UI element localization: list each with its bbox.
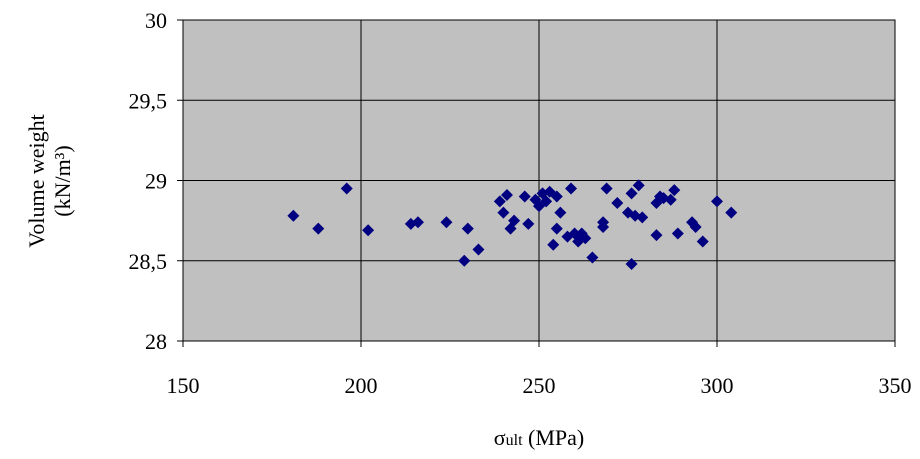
x-axis-unit: (MPa)	[523, 425, 585, 450]
data-point	[636, 211, 649, 224]
x-tick-label: 350	[879, 373, 912, 398]
data-points	[287, 179, 738, 270]
x-tick-label: 150	[167, 373, 200, 398]
data-point	[554, 206, 567, 219]
y-axis-title-line2: (kN/m³)	[50, 145, 75, 216]
data-point	[547, 238, 560, 251]
data-point	[550, 190, 563, 203]
data-point	[493, 195, 506, 208]
data-point	[340, 182, 353, 195]
data-point	[725, 206, 738, 219]
data-point	[711, 195, 723, 208]
data-point	[458, 254, 471, 267]
data-point	[611, 196, 624, 209]
data-point	[312, 222, 325, 235]
x-axis-title: σult (MPa)	[494, 425, 584, 450]
y-axis-title-line1: Volume weight	[24, 114, 49, 247]
x-tick-label: 250	[523, 373, 556, 398]
y-tick-label: 28,5	[129, 249, 168, 274]
y-tick-label: 29	[145, 169, 167, 194]
x-tick-label: 300	[701, 373, 734, 398]
data-point	[650, 229, 663, 242]
data-point	[696, 235, 709, 248]
data-point	[287, 209, 300, 222]
x-axis-subscript: ult	[506, 432, 523, 449]
data-point	[625, 187, 638, 200]
data-point	[522, 217, 535, 230]
data-point	[565, 182, 578, 195]
x-tick-labels: 150 200 250 300 350	[167, 373, 912, 398]
data-point	[600, 182, 613, 195]
data-point	[472, 243, 485, 256]
data-point	[664, 193, 677, 206]
x-tick-label: 200	[345, 373, 378, 398]
data-point	[497, 206, 510, 219]
data-point	[461, 222, 474, 235]
y-tick-labels: 28 28,5 29 29,5 30	[129, 8, 168, 354]
y-tick-label: 28	[145, 329, 167, 354]
data-point	[586, 251, 599, 264]
data-point	[508, 214, 521, 227]
y-tick-label: 29,5	[129, 88, 168, 113]
data-point	[579, 232, 592, 245]
data-point	[504, 222, 517, 235]
grid-lines	[177, 19, 896, 347]
data-point	[500, 188, 513, 201]
data-point	[362, 224, 375, 237]
data-point	[540, 195, 553, 208]
data-point	[625, 257, 638, 270]
data-point	[597, 216, 610, 229]
data-point	[440, 216, 453, 229]
x-axis-symbol: σ	[494, 425, 506, 450]
data-point	[668, 184, 681, 197]
data-point	[689, 221, 702, 234]
data-point	[632, 179, 645, 192]
data-point	[671, 227, 684, 240]
y-tick-label: 30	[145, 8, 167, 33]
data-point	[411, 216, 424, 229]
data-point	[550, 222, 563, 235]
y-axis-title: Volume weight (kN/m³)	[24, 114, 75, 247]
data-point	[518, 190, 531, 203]
